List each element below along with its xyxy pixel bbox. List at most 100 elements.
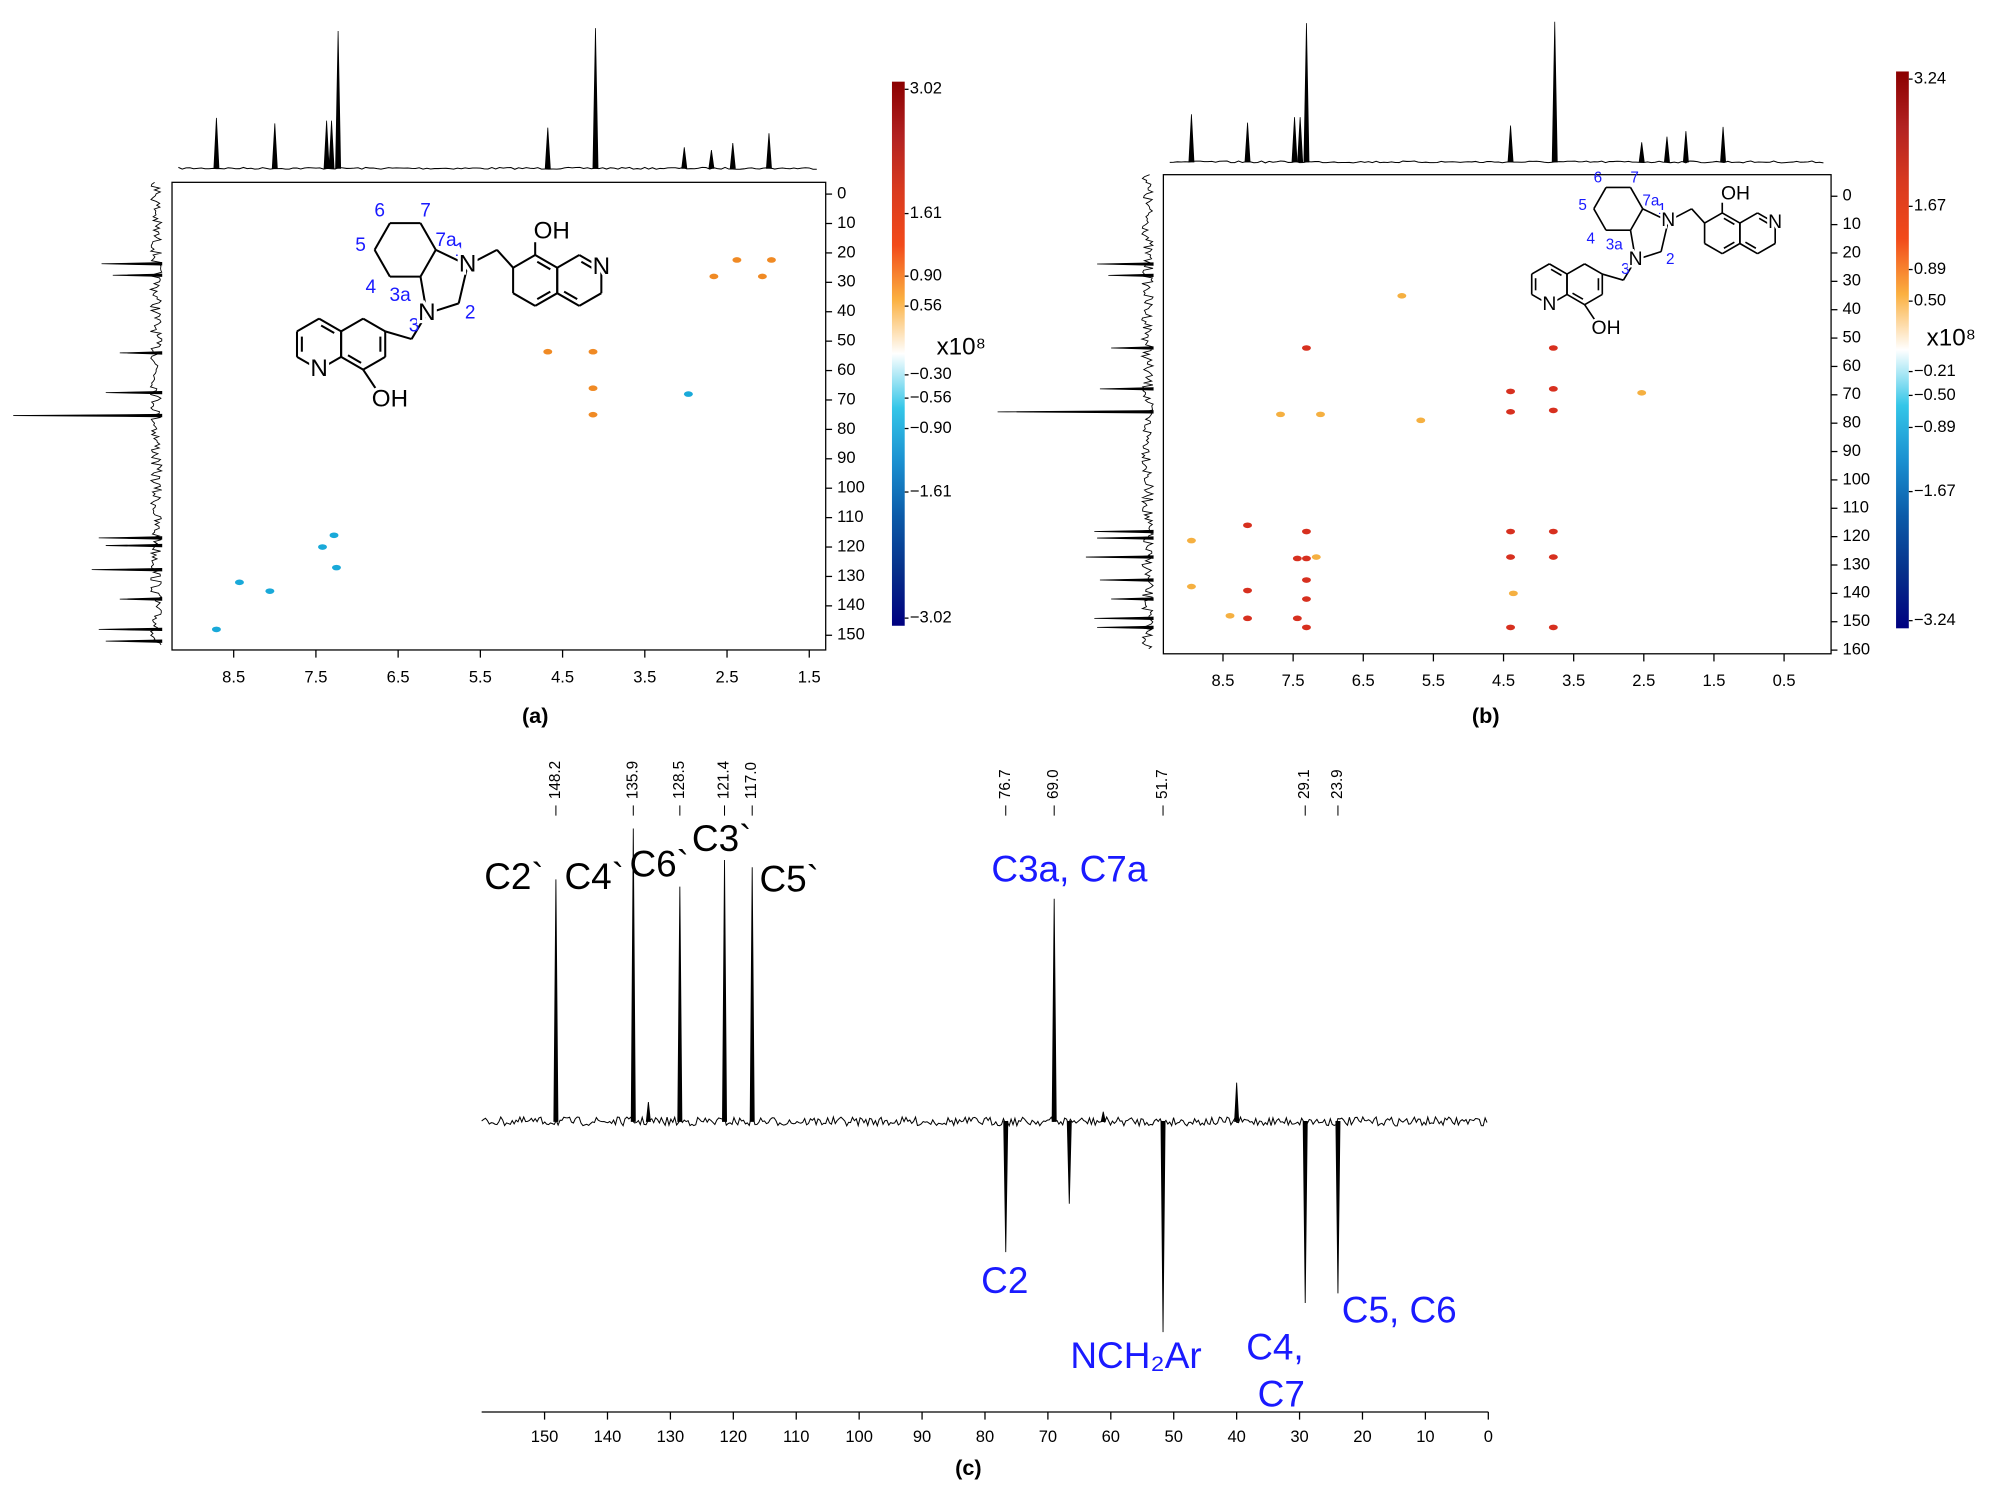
- atom-number: 1: [455, 240, 466, 261]
- y-tick-label: 30: [1843, 271, 1861, 290]
- bond: [1757, 212, 1776, 224]
- projection-peak: [105, 543, 163, 548]
- colorbar-tick-label: −0.89: [1914, 417, 1956, 436]
- assignment-label: C6`: [629, 843, 689, 884]
- bond: [1584, 293, 1603, 306]
- bond: [419, 276, 428, 314]
- assignment-label: C3a, C7a: [991, 848, 1148, 889]
- cross-peak: [1276, 411, 1285, 418]
- y-tick-label: 0: [837, 183, 846, 202]
- projection-baseline: [1169, 160, 1824, 164]
- bond: [320, 324, 335, 334]
- y-tick-label: 110: [837, 507, 863, 526]
- peak-ppm-label: 128.5: [671, 761, 688, 799]
- projection-peak: [592, 28, 599, 169]
- colorbar-tick-label: −1.67: [1914, 481, 1956, 500]
- cross-peak: [265, 588, 275, 594]
- atom-label: OH: [534, 217, 570, 244]
- colorbar-tick-label: −0.30: [910, 364, 952, 383]
- bond: [1548, 293, 1568, 306]
- atom-number: 1: [1658, 201, 1667, 218]
- bond: [1721, 242, 1741, 255]
- y-tick-label: 40: [1843, 299, 1861, 318]
- projection-peak: [105, 390, 163, 395]
- y-tick-label: 70: [837, 389, 855, 408]
- bond: [1593, 187, 1607, 210]
- cross-peak: [1548, 345, 1558, 351]
- y-tick-label: 70: [1843, 384, 1861, 403]
- y-tick-label: 130: [1843, 554, 1871, 573]
- spectrum-peak: [1066, 1120, 1072, 1204]
- x-tick-label: 7.5: [1282, 671, 1305, 690]
- bond: [1566, 293, 1586, 306]
- bond: [410, 313, 428, 340]
- cross-peak: [757, 273, 767, 280]
- projection-peak: [1507, 125, 1514, 163]
- y-tick-label: 90: [837, 448, 855, 467]
- projection-peak: [1682, 131, 1689, 163]
- spectrum-peak: [1100, 1111, 1106, 1122]
- bond: [1721, 212, 1741, 224]
- bond: [419, 249, 437, 278]
- bond: [563, 290, 578, 301]
- atom-number: 3a: [389, 285, 411, 306]
- projection-peak: [1111, 597, 1154, 601]
- atom-label: N: [593, 253, 610, 280]
- bond: [556, 292, 580, 307]
- x-tick-label: 120: [720, 1427, 748, 1446]
- projection-peak: [1551, 21, 1558, 163]
- x-tick-label: 40: [1227, 1427, 1245, 1446]
- peak-ppm-label: 29.1: [1296, 769, 1313, 799]
- cross-peak: [1397, 293, 1407, 299]
- cross-peak: [1508, 590, 1518, 597]
- colorbar-tick-label: −1.61: [910, 481, 952, 500]
- projection-peak: [13, 413, 163, 418]
- x-tick-label: 80: [976, 1427, 994, 1446]
- projection-peak: [1188, 114, 1195, 163]
- cross-peak: [1301, 528, 1311, 535]
- atom-number: 2: [1666, 251, 1675, 268]
- projection-peak: [271, 123, 278, 169]
- bond: [1531, 293, 1550, 306]
- peak-ppm-label: 69.0: [1045, 769, 1062, 799]
- x-tick-label: 130: [657, 1427, 685, 1446]
- y-tick-label: 40: [837, 301, 855, 320]
- bond: [1572, 292, 1584, 300]
- cross-peak: [543, 348, 553, 355]
- panel-label: (a): [522, 703, 548, 728]
- y-tick-label: 160: [1843, 639, 1871, 658]
- y-tick-label: 30: [837, 272, 855, 291]
- atom-label: N: [459, 251, 476, 278]
- bond: [1723, 241, 1735, 249]
- colorbar: [1896, 71, 1909, 629]
- projection-peak: [729, 143, 736, 169]
- projection-peak: [119, 597, 163, 601]
- colorbar-tick-label: 0.90: [910, 266, 942, 285]
- x-tick-label: 8.5: [222, 667, 245, 686]
- projection-baseline: [178, 166, 817, 170]
- bond: [1584, 263, 1603, 275]
- x-tick-label: 1.5: [1702, 671, 1725, 690]
- bond: [1642, 208, 1669, 222]
- bond: [318, 356, 342, 371]
- y-tick-label: 120: [1843, 526, 1871, 545]
- assignment-label: C4`: [564, 856, 624, 897]
- atom-number: 3a: [1606, 237, 1623, 254]
- bond: [373, 249, 391, 278]
- projection-peak: [997, 410, 1154, 414]
- bond: [1531, 263, 1550, 275]
- x-tick-label: 4.5: [551, 667, 574, 686]
- cross-peak: [588, 411, 598, 418]
- cross-peak: [588, 385, 598, 392]
- y-tick-label: 20: [1843, 242, 1861, 261]
- atom-label: N: [1629, 248, 1643, 270]
- spectrum-peak: [749, 867, 755, 1122]
- bond: [340, 356, 364, 371]
- y-tick-label: 140: [837, 595, 865, 614]
- x-tick-label: 7.5: [304, 667, 327, 686]
- cross-peak: [1506, 409, 1516, 415]
- cross-peak: [766, 257, 776, 263]
- atom-label: N: [1542, 293, 1556, 315]
- spectrum-peak: [630, 828, 636, 1122]
- assignment-label: C7: [1258, 1373, 1305, 1414]
